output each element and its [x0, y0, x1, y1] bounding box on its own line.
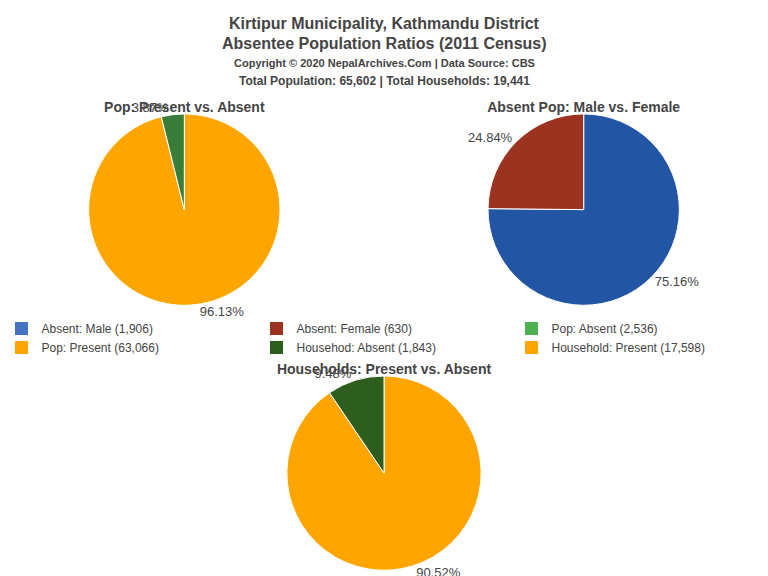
- svg-text:24.84%: 24.84%: [468, 130, 513, 145]
- svg-text:Pop: Absent (2,536): Pop: Absent (2,536): [552, 322, 658, 336]
- svg-text:Absent: Male (1,906): Absent: Male (1,906): [42, 322, 153, 336]
- svg-text:75.16%: 75.16%: [655, 274, 700, 289]
- svg-text:Pop: Present vs. Absent: Pop: Present vs. Absent: [104, 99, 265, 115]
- svg-text:Household: Present (17,598): Household: Present (17,598): [552, 341, 705, 355]
- svg-text:Pop: Present (63,066): Pop: Present (63,066): [42, 341, 159, 355]
- svg-text:Copyright © 2020 NepalArchives: Copyright © 2020 NepalArchives.Com | Dat…: [234, 57, 535, 69]
- svg-text:Total Population: 65,602 | Tot: Total Population: 65,602 | Total Househo…: [239, 74, 530, 88]
- svg-text:Absent Pop: Male vs. Female: Absent Pop: Male vs. Female: [487, 99, 680, 115]
- svg-text:Kirtipur Municipality, Kathman: Kirtipur Municipality, Kathmandu Distric…: [229, 15, 540, 32]
- svg-text:Households: Present vs. Absent: Households: Present vs. Absent: [277, 361, 492, 377]
- svg-text:Absent: Female (630): Absent: Female (630): [297, 322, 412, 336]
- svg-text:96.13%: 96.13%: [200, 304, 245, 319]
- svg-text:3.87%: 3.87%: [132, 100, 169, 115]
- svg-text:Absentee Population Ratios (20: Absentee Population Ratios (2011 Census): [222, 35, 547, 52]
- svg-text:90.52%: 90.52%: [416, 565, 461, 576]
- svg-text:Househod: Absent (1,843): Househod: Absent (1,843): [297, 341, 436, 355]
- svg-text:9.48%: 9.48%: [314, 366, 351, 381]
